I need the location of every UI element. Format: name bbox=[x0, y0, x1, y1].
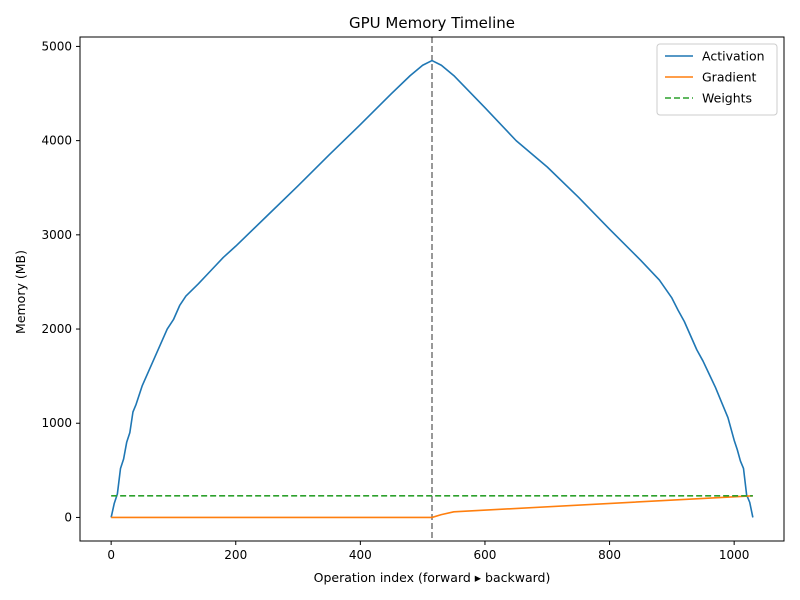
x-tick-label: 0 bbox=[107, 548, 115, 562]
x-tick-label: 600 bbox=[474, 548, 497, 562]
x-tick-label: 1000 bbox=[719, 548, 750, 562]
plot-frame bbox=[79, 36, 785, 542]
y-tick-label: 0 bbox=[64, 510, 72, 524]
x-axis-title: Operation index (forward ▸ backward) bbox=[314, 570, 551, 585]
plot-area bbox=[110, 37, 754, 541]
legend-label-activation: Activation bbox=[702, 49, 765, 64]
y-axis-title: Memory (MB) bbox=[13, 250, 28, 334]
series-line-gradient bbox=[111, 494, 753, 519]
legend-label-weights: Weights bbox=[702, 91, 752, 106]
x-tick-label: 800 bbox=[598, 548, 621, 562]
y-tick-label: 1000 bbox=[41, 416, 72, 430]
legend-label-gradient: Gradient bbox=[702, 70, 757, 85]
x-tick-label: 400 bbox=[349, 548, 372, 562]
y-tick-label: 5000 bbox=[41, 39, 72, 53]
series-line-activation bbox=[110, 59, 754, 518]
x-tick-label: 200 bbox=[224, 548, 247, 562]
y-tick-label: 3000 bbox=[41, 228, 72, 242]
axes: 0 200 400 600 800 1000 0 1000 2000 3000 4000 5000 bbox=[41, 36, 785, 562]
chart-title: GPU Memory Timeline bbox=[349, 14, 515, 32]
legend: Activation Gradient Weights bbox=[656, 43, 778, 116]
y-tick-label: 4000 bbox=[41, 134, 72, 148]
y-tick-label: 2000 bbox=[41, 322, 72, 336]
